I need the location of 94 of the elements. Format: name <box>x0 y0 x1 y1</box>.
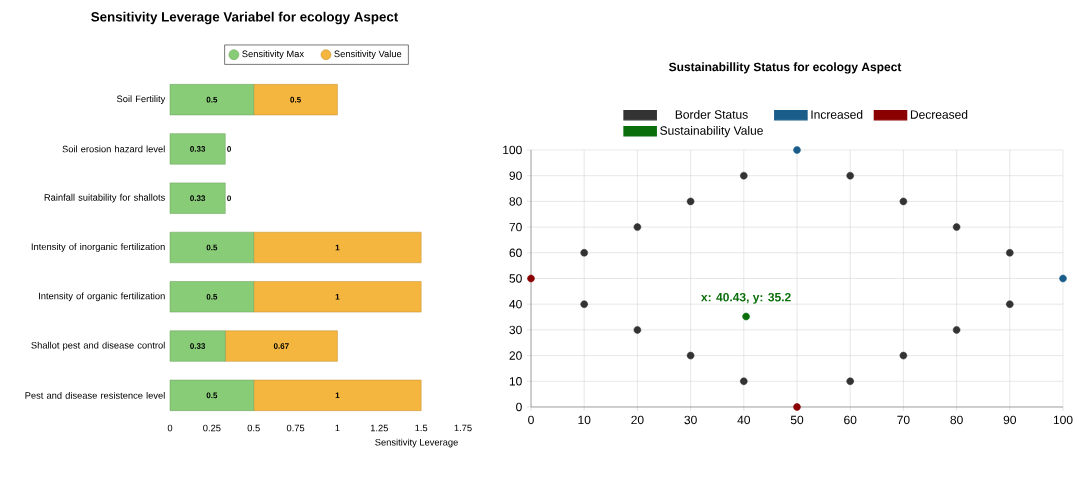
bar <box>253 379 422 411</box>
x-tick-label: 1.75 <box>454 424 472 432</box>
chart-title: Sensitivity Leverage Variabel for ecology Aspect <box>91 11 399 25</box>
y-tick-label: 70 <box>509 222 522 232</box>
x-tick-label: 0.25 <box>203 424 221 432</box>
legend-label: Sustainability Value <box>660 125 763 138</box>
bar <box>169 182 226 214</box>
x-tick-label: 1 <box>335 424 340 432</box>
y-tick-label: 80 <box>509 197 522 206</box>
data-label: 0.5 <box>206 244 218 251</box>
x-tick-label: 0 <box>167 424 173 432</box>
x-tick-label: 1.5 <box>415 424 428 432</box>
legend-label: Sensitivity Max <box>242 50 304 59</box>
point <box>846 171 854 180</box>
point <box>1006 249 1014 257</box>
data-label: 1 <box>335 244 340 251</box>
y-tick-label: Intensity of organic fertilization <box>39 292 165 302</box>
x-tick-label: 60 <box>844 415 857 425</box>
legend-label: Border Status <box>675 109 748 119</box>
point <box>952 326 961 334</box>
x-tick-label: 0.5 <box>247 424 260 432</box>
x-axis-title: Sensitivity Leverage <box>375 438 458 448</box>
x-tick-label: 50 <box>790 415 804 425</box>
point <box>899 351 908 360</box>
y-tick-label: Intensity of inorganic fertilization <box>31 243 165 252</box>
chart-title: Sustainabillity Status for ecology Aspect <box>669 62 902 74</box>
x-tick-label: 100 <box>1053 415 1073 425</box>
y-tick-label: Shallot pest and disease control <box>31 341 165 351</box>
point <box>846 377 854 386</box>
data-label: 0.33 <box>190 146 206 152</box>
legend-label: Sensitivity Value <box>334 50 402 59</box>
point <box>686 197 695 206</box>
x-tick-label: 20 <box>631 415 644 425</box>
point <box>1006 300 1014 308</box>
legend-label: Increased <box>811 109 863 119</box>
point <box>527 274 535 283</box>
point <box>580 249 588 257</box>
point <box>740 377 748 386</box>
x-tick-label: 40 <box>737 415 751 425</box>
x-tick-label: 30 <box>684 415 697 425</box>
bar <box>169 84 254 116</box>
x-tick-label: 0 <box>528 415 534 425</box>
y-tick-label: 10 <box>509 377 522 386</box>
point <box>633 223 642 231</box>
x-tick-label: 1.25 <box>370 424 388 432</box>
point <box>633 326 642 334</box>
data-label: 0.5 <box>206 293 218 300</box>
point <box>793 403 801 411</box>
bar <box>169 133 226 165</box>
point <box>686 351 695 360</box>
data-label: 0.5 <box>206 392 218 399</box>
data-label: 0 <box>227 146 231 152</box>
annotation: x: 40.43, y: 35.2 <box>701 292 791 304</box>
point <box>740 171 748 180</box>
x-tick-label: 70 <box>897 415 910 425</box>
y-tick-label: 90 <box>509 171 522 180</box>
y-tick-label: 50 <box>509 274 522 283</box>
y-tick-label: 100 <box>503 145 522 155</box>
point <box>742 312 750 321</box>
y-tick-label: Rainfall suitability for shallots <box>44 193 165 203</box>
y-tick-label: 40 <box>509 299 522 309</box>
bar <box>253 281 422 313</box>
bar <box>253 84 338 116</box>
bar <box>169 281 254 313</box>
y-tick-label: Pest and disease resistence level <box>25 391 165 399</box>
data-label: 0.33 <box>190 343 206 349</box>
data-label: 1 <box>335 294 340 300</box>
bar <box>169 231 254 264</box>
y-tick-label: Soil erosion hazard level <box>62 145 165 153</box>
bar <box>169 330 226 362</box>
bar <box>224 330 338 362</box>
point <box>899 197 908 206</box>
data-label: 0.5 <box>206 96 218 103</box>
bar <box>169 379 254 411</box>
data-label: 0.5 <box>290 96 301 103</box>
x-tick-label: 10 <box>578 415 591 425</box>
x-tick-label: 0.75 <box>286 424 305 432</box>
data-label: 0.33 <box>190 195 206 202</box>
y-tick-label: Soil Fertility <box>116 95 166 105</box>
y-tick-label: 60 <box>509 248 522 258</box>
data-label: 0 <box>227 195 231 202</box>
x-tick-label: 80 <box>950 415 963 425</box>
data-label: 1 <box>335 392 340 399</box>
bar <box>253 231 422 264</box>
point <box>1059 274 1067 283</box>
y-tick-label: 30 <box>509 325 522 335</box>
point <box>580 300 588 308</box>
point <box>793 146 801 154</box>
y-tick-label: 0 <box>516 402 522 412</box>
point <box>952 223 961 231</box>
y-tick-label: 20 <box>509 351 522 360</box>
data-label: 0.67 <box>273 343 289 349</box>
x-tick-label: 90 <box>1003 415 1017 425</box>
legend-label: Decreased <box>910 109 968 119</box>
